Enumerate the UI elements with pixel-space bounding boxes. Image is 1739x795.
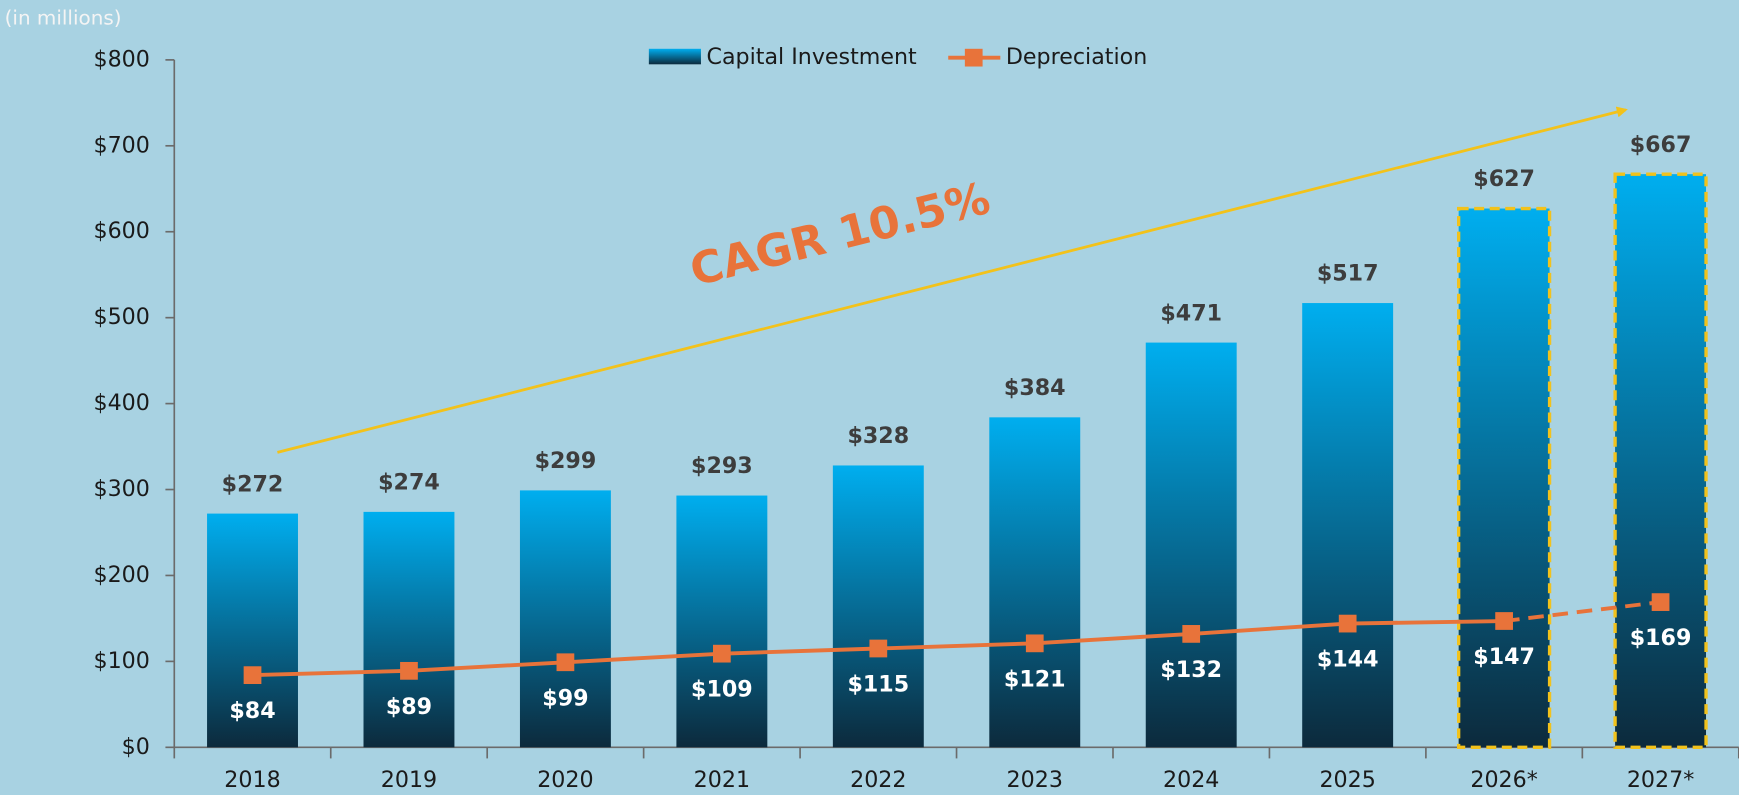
trend-arrow xyxy=(277,106,1628,454)
depreciation-line-projected xyxy=(1503,600,1661,623)
legend-label: Depreciation xyxy=(1006,44,1147,70)
depreciation-value-label: $109 xyxy=(691,677,753,703)
depreciation-marker xyxy=(869,639,888,658)
x-tick-label: 2018 xyxy=(224,767,280,793)
depreciation-marker xyxy=(1338,614,1357,633)
bar xyxy=(989,417,1081,748)
bar-value-label: $328 xyxy=(847,423,909,449)
cagr-annotation: CAGR 10.5% xyxy=(685,173,995,297)
depreciation-value-label: $132 xyxy=(1160,657,1222,683)
legend-swatch xyxy=(648,48,701,65)
bar-value-label: $299 xyxy=(535,448,597,474)
bar xyxy=(1615,174,1707,748)
x-tick-label: 2019 xyxy=(381,767,437,793)
depreciation-value-label: $115 xyxy=(847,672,909,698)
unit-note: (in millions) xyxy=(5,5,122,29)
bar-value-label: $471 xyxy=(1160,300,1222,326)
depreciation-marker xyxy=(1495,612,1513,630)
bar-value-label: $667 xyxy=(1630,132,1692,158)
legend-marker xyxy=(964,48,983,67)
y-tick-label: $700 xyxy=(94,132,150,158)
depreciation-marker xyxy=(1025,634,1044,653)
bar xyxy=(519,490,611,748)
y-tick-label: $0 xyxy=(122,734,150,760)
depreciation-value-label: $89 xyxy=(386,694,432,720)
x-tick-label: 2025 xyxy=(1319,767,1375,793)
depreciation-marker xyxy=(400,661,418,680)
y-tick-label: $300 xyxy=(94,476,150,502)
projected-outline xyxy=(1613,172,1708,749)
depreciation-marker xyxy=(1651,593,1670,611)
x-tick-label: 2023 xyxy=(1007,767,1063,793)
bar xyxy=(1458,208,1550,748)
bar-value-label: $627 xyxy=(1473,166,1535,192)
projected-outline xyxy=(1456,206,1552,749)
depreciation-value-label: $144 xyxy=(1317,647,1379,673)
bar xyxy=(1302,303,1394,748)
depreciation-marker xyxy=(243,666,262,685)
depreciation-marker xyxy=(1182,625,1201,643)
x-tick-label: 2020 xyxy=(537,767,593,793)
bar-value-label: $517 xyxy=(1317,261,1379,287)
bar xyxy=(676,495,768,748)
x-tick-label: 2021 xyxy=(694,767,750,793)
y-tick-label: $400 xyxy=(94,390,150,416)
x-tick-label: 2026* xyxy=(1470,767,1537,793)
bar xyxy=(1145,342,1237,748)
depreciation-value-label: $84 xyxy=(229,698,275,724)
bar-value-label: $384 xyxy=(1004,375,1066,401)
y-tick-label: $500 xyxy=(94,304,150,330)
depreciation-marker xyxy=(712,644,731,663)
bar-value-label: $274 xyxy=(378,470,440,496)
x-tick-label: 2022 xyxy=(850,767,906,793)
depreciation-value-label: $169 xyxy=(1630,625,1692,651)
bar xyxy=(207,513,298,748)
y-tick-label: $600 xyxy=(94,218,150,244)
y-tick-label: $100 xyxy=(94,648,150,674)
y-tick-label: $800 xyxy=(94,46,150,72)
depreciation-value-label: $121 xyxy=(1004,666,1066,692)
x-tick-label: 2024 xyxy=(1163,767,1219,793)
legend-label: Capital Investment xyxy=(707,44,918,70)
y-tick-label: $200 xyxy=(94,562,150,588)
bar-value-label: $293 xyxy=(691,453,753,479)
bar-value-label: $272 xyxy=(222,471,284,497)
x-tick-label: 2027* xyxy=(1627,767,1694,793)
bar xyxy=(363,511,455,748)
depreciation-value-label: $147 xyxy=(1473,644,1535,670)
depreciation-marker xyxy=(556,653,575,672)
bar xyxy=(832,465,924,748)
depreciation-value-label: $99 xyxy=(542,685,588,711)
